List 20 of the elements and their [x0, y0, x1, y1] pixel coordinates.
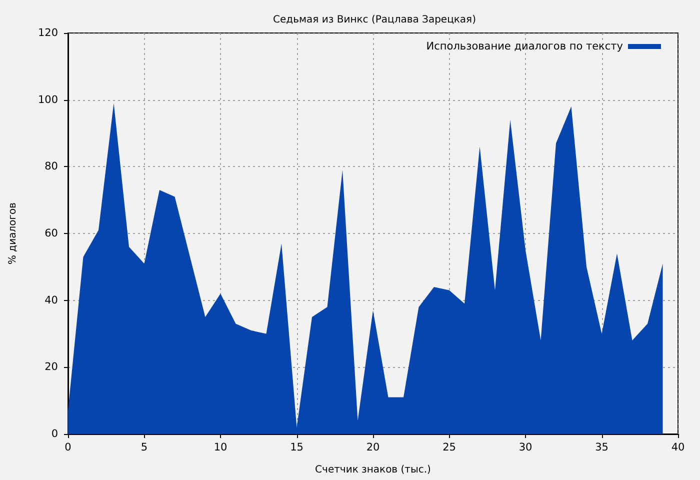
y-tick-label: 100	[38, 94, 58, 106]
y-tick-label: 120	[38, 27, 58, 39]
x-tick-label: 35	[595, 442, 608, 454]
x-tick-label: 20	[366, 442, 380, 454]
legend-label: Использование диалогов по тексту	[426, 40, 623, 52]
y-axis-title: % диалогов	[8, 202, 18, 264]
y-tick-label: 0	[51, 428, 58, 440]
y-tick-label: 60	[44, 228, 58, 240]
x-tick-label: 25	[442, 442, 456, 454]
y-tick-label: 40	[44, 294, 58, 306]
x-axis-title: Счетчик знаков (тыс.)	[315, 464, 432, 476]
x-tick-label: 15	[290, 442, 304, 454]
x-tick-label: 30	[518, 442, 532, 454]
x-tick-label: 5	[140, 442, 148, 454]
y-tick-label: 80	[44, 160, 58, 173]
x-tick-label: 0	[64, 442, 72, 454]
y-tick-label: 20	[44, 361, 58, 374]
x-tick-label: 40	[671, 442, 685, 454]
x-tick-label: 10	[214, 442, 228, 454]
chart-title: Седьмая из Винкс (Рацлава Зарецкая)	[273, 14, 476, 26]
